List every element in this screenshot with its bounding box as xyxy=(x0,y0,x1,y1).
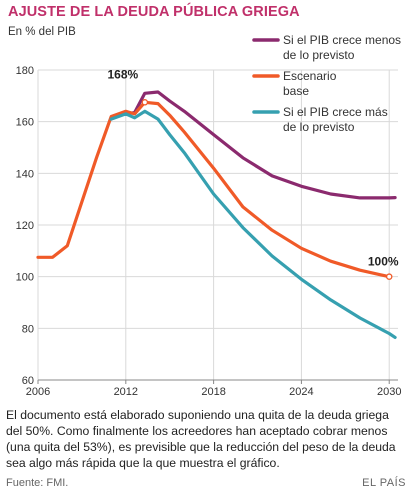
y-tick-label: 60 xyxy=(22,375,34,387)
x-tick-label: 2024 xyxy=(289,386,313,398)
y-tick-label: 180 xyxy=(16,65,34,77)
x-tick-label: 2018 xyxy=(201,386,225,398)
x-tick-label: 2012 xyxy=(114,386,138,398)
annotation-markers: 168% 100% xyxy=(107,67,399,280)
legend-label-1: Si el PIB crece menos de lo previsto xyxy=(283,33,401,62)
annotation-label-1: 168% xyxy=(107,67,138,81)
publisher-logo: EL PAÍS xyxy=(362,477,406,489)
annotation-marker-1 xyxy=(141,99,149,106)
series-line-2 xyxy=(36,100,391,279)
y-tick-label: 140 xyxy=(16,168,34,180)
source-note: Fuente: FMI. xyxy=(6,477,69,489)
y-tick-label: 80 xyxy=(22,323,34,335)
legend-label-2: Escenario base xyxy=(283,69,337,98)
legend: Si el PIB crece menos de lo previsto Escen… xyxy=(252,33,401,134)
y-tick-label: 100 xyxy=(16,272,34,284)
y-tick-label: 120 xyxy=(16,220,34,232)
unit-label: En % del PIB xyxy=(8,26,76,38)
series-line-1 xyxy=(124,90,397,200)
annotation-label-2: 100% xyxy=(368,255,399,269)
x-tick-label: 2006 xyxy=(26,386,50,398)
annotation-marker-2 xyxy=(385,273,393,280)
chart-caption: El documento está elaborado suponiendo u… xyxy=(6,408,396,470)
axes: 60 80 100 120 140 160 180 2006 2012 2018 2024 2030 xyxy=(16,65,402,398)
x-tick-label: 2030 xyxy=(377,386,401,398)
chart-title: AJUSTE DE LA DEUDA PÚBLICA GRIEGA xyxy=(8,4,300,20)
legend-label-3: Si el PIB crece más de lo previsto xyxy=(283,105,388,134)
series-line-3 xyxy=(109,109,397,339)
grid-lines xyxy=(37,69,398,381)
series-lines xyxy=(36,90,397,339)
y-tick-label: 160 xyxy=(16,117,34,129)
